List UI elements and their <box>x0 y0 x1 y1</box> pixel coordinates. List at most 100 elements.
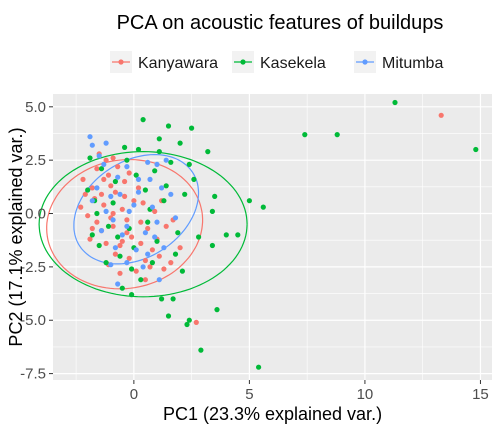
point-kasekela <box>246 198 252 204</box>
point-kasekela <box>177 140 183 146</box>
point-kanyawara <box>177 245 183 251</box>
point-kanyawara <box>168 260 174 266</box>
point-kanyawara <box>110 223 116 229</box>
x-axis: 0 5 10 15 <box>130 380 489 403</box>
point-kanyawara <box>161 266 167 272</box>
point-kasekela <box>198 347 204 353</box>
point-kanyawara <box>131 198 137 204</box>
point-mitumba <box>145 159 151 165</box>
y-tick-label: -7.5 <box>20 366 46 383</box>
point-kanyawara <box>115 164 121 170</box>
point-kanyawara <box>147 264 153 270</box>
point-mitumba <box>110 217 116 223</box>
point-mitumba <box>103 140 109 146</box>
point-kasekela <box>154 238 160 244</box>
point-mitumba <box>154 219 160 225</box>
y-axis: -7.5 -5.0 -2.5 0.0 2.5 5.0 <box>20 99 53 383</box>
legend-label: Kasekela <box>260 55 326 72</box>
chart-title: PCA on acoustic features of buildups <box>117 12 444 34</box>
point-kanyawara <box>112 189 118 195</box>
y-tick-label: 2.5 <box>25 152 46 169</box>
point-kasekela <box>103 260 109 266</box>
point-mitumba <box>131 202 137 208</box>
point-kasekela <box>129 266 135 272</box>
point-mitumba <box>172 215 179 221</box>
point-kasekela <box>165 123 172 129</box>
point-mitumba <box>124 223 130 229</box>
point-kasekela <box>98 166 105 172</box>
point-kasekela <box>179 268 185 274</box>
point-mitumba <box>96 153 102 159</box>
point-kasekela <box>152 168 158 174</box>
y-axis-title: PC2 (17.1% explained var.) <box>6 127 26 346</box>
point-kasekela <box>161 198 167 204</box>
point-kasekela <box>182 191 188 197</box>
point-kasekela <box>175 230 181 236</box>
legend-label: Mitumba <box>382 55 443 72</box>
point-mitumba <box>103 208 109 214</box>
y-tick-label: 0.0 <box>25 206 46 223</box>
point-mitumba <box>161 245 167 251</box>
x-tick-label: 0 <box>130 386 138 403</box>
point-kasekela <box>184 321 190 328</box>
point-kanyawara <box>142 277 148 283</box>
point-kanyawara <box>193 319 199 325</box>
data-points <box>78 99 479 370</box>
point-kanyawara <box>142 257 148 264</box>
point-kanyawara <box>135 185 142 191</box>
point-kanyawara <box>110 155 116 161</box>
legend: Kanyawara Kasekela Mitumba <box>110 51 443 73</box>
point-kanyawara <box>163 223 169 229</box>
point-kanyawara <box>94 166 100 172</box>
point-kasekela <box>156 149 162 155</box>
point-kanyawara <box>105 172 112 178</box>
point-kanyawara <box>89 225 95 232</box>
point-mitumba <box>108 262 114 268</box>
point-kanyawara <box>119 206 125 212</box>
point-kanyawara <box>122 178 128 185</box>
point-kasekela <box>334 132 340 138</box>
point-kasekela <box>119 285 125 291</box>
point-kasekela <box>235 232 241 238</box>
point-kanyawara <box>117 270 123 276</box>
point-kanyawara <box>129 234 135 240</box>
point-mitumba <box>124 164 130 170</box>
point-kasekela <box>85 187 91 193</box>
point-mitumba <box>89 142 95 148</box>
point-kasekela <box>110 200 116 206</box>
point-mitumba <box>156 277 162 283</box>
point-kasekela <box>145 219 151 225</box>
point-kasekela <box>133 172 139 178</box>
point-kasekela <box>186 161 192 167</box>
point-kasekela <box>96 242 102 249</box>
point-mitumba <box>140 264 146 270</box>
point-mitumba <box>98 228 105 234</box>
point-mitumba <box>115 174 121 180</box>
point-kanyawara <box>438 112 444 118</box>
point-kasekela <box>170 296 176 302</box>
point-kasekela <box>186 317 192 323</box>
point-kanyawara <box>108 183 114 189</box>
point-kanyawara <box>103 240 109 246</box>
point-mitumba <box>142 230 148 236</box>
point-mitumba <box>87 134 93 140</box>
point-mitumba <box>152 234 158 240</box>
point-kanyawara <box>117 242 123 249</box>
point-mitumba <box>163 157 169 163</box>
y-tick-label: 5.0 <box>25 99 46 116</box>
point-mitumba <box>124 260 130 266</box>
legend-label: Kanyawara <box>138 55 218 72</box>
point-kanyawara <box>152 208 158 214</box>
point-mitumba <box>108 193 114 199</box>
point-kasekela <box>205 149 211 155</box>
point-kasekela <box>168 159 174 165</box>
point-mitumba <box>168 191 174 197</box>
point-mitumba <box>89 198 95 204</box>
point-kanyawara <box>149 247 155 253</box>
point-kasekela <box>223 232 229 238</box>
point-kanyawara <box>110 210 116 217</box>
legend-key-point <box>118 59 124 65</box>
point-kanyawara <box>126 255 132 261</box>
point-kanyawara <box>101 176 107 182</box>
point-kanyawara <box>82 191 88 197</box>
